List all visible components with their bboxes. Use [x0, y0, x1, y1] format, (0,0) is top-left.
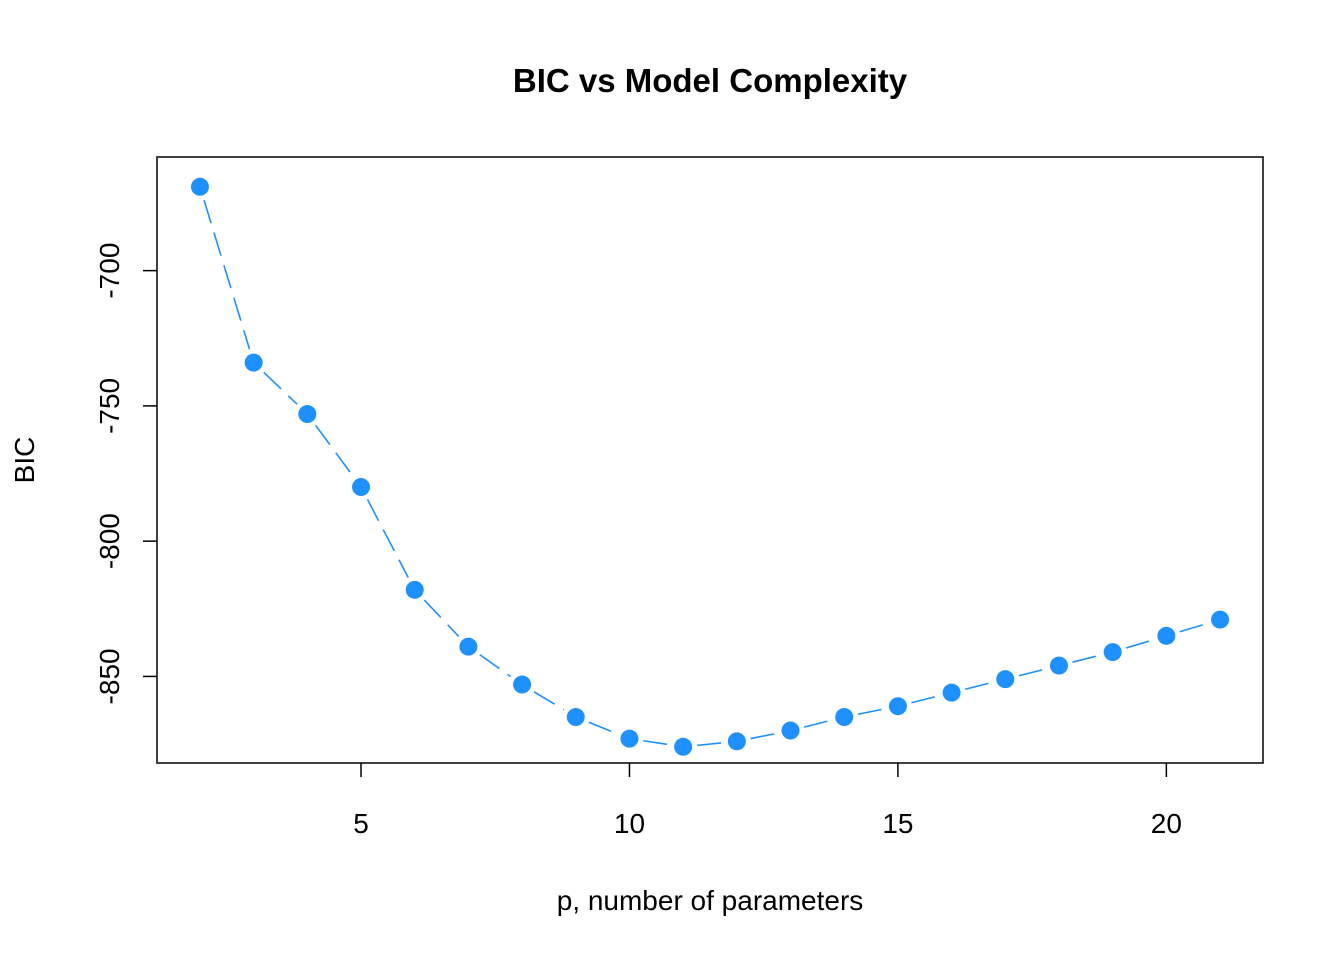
series-line-segment: [857, 708, 885, 716]
series-line-segment: [533, 691, 565, 711]
plot-frame: [156, 156, 1264, 764]
data-point: [459, 637, 478, 656]
series-line-segment: [911, 695, 939, 704]
series-line-segment: [1072, 654, 1100, 663]
x-tick-label: 5: [353, 808, 369, 839]
y-axis-label: BIC: [9, 437, 40, 484]
series-line-segment: [697, 741, 723, 747]
series-line-segment: [1018, 668, 1046, 677]
data-point: [1211, 610, 1230, 629]
series-line-segment: [964, 681, 992, 691]
x-axis: 5 10 15 20: [353, 763, 1182, 839]
data-point: [674, 737, 693, 756]
series-line-segment: [479, 654, 512, 678]
series-line-segment: [588, 721, 617, 735]
series-line-segment: [366, 499, 409, 578]
data-point: [996, 670, 1015, 689]
y-tick-label: -700: [94, 243, 125, 299]
series-line-segment: [423, 599, 460, 638]
series-line-segment: [1179, 622, 1207, 633]
series-line-segment: [263, 371, 298, 405]
data-point: [298, 405, 317, 424]
x-axis-label: p, number of parameters: [557, 885, 864, 916]
series-points-group: [190, 177, 1230, 756]
x-tick-label: 10: [614, 808, 645, 839]
series-line-group: [203, 199, 1207, 747]
series-line-segment: [643, 739, 670, 746]
data-point: [1157, 626, 1176, 645]
series-line-segment: [203, 199, 251, 350]
y-tick-label: -800: [94, 513, 125, 569]
data-point: [244, 353, 263, 372]
data-point: [620, 729, 639, 748]
data-point: [352, 478, 371, 497]
chart-title: BIC vs Model Complexity: [513, 62, 908, 99]
data-point: [1103, 643, 1122, 662]
data-point: [405, 580, 424, 599]
data-point: [835, 708, 854, 727]
y-tick-label: -850: [94, 648, 125, 704]
data-point: [727, 732, 746, 751]
data-point: [513, 675, 532, 694]
series-line-segment: [750, 732, 777, 740]
series-line-segment: [314, 424, 354, 477]
series-line-segment: [1125, 639, 1154, 649]
x-tick-label: 15: [882, 808, 913, 839]
x-tick-label: 20: [1151, 808, 1182, 839]
y-tick-label: -750: [94, 378, 125, 434]
data-point: [1049, 656, 1068, 675]
data-point: [566, 708, 585, 727]
y-axis: -700 -750 -800 -850: [94, 243, 157, 704]
data-point: [942, 683, 961, 702]
data-point: [888, 697, 907, 716]
data-point: [190, 177, 209, 196]
data-point: [781, 721, 800, 740]
series-line-segment: [803, 719, 831, 728]
